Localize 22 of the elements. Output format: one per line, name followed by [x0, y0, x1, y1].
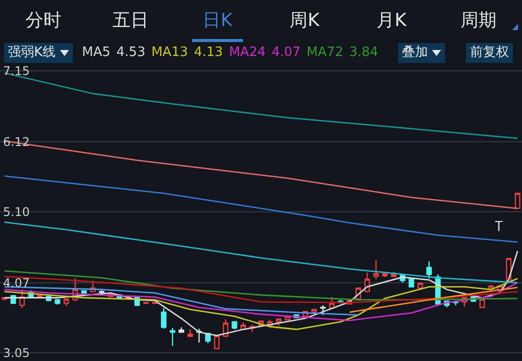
y-tick-label: 5.10	[3, 205, 30, 220]
text: 3.84	[349, 45, 378, 60]
text: 周K	[288, 9, 321, 33]
text: MA24	[228, 45, 266, 60]
text: 叠加	[402, 45, 428, 60]
text: MA13	[151, 45, 188, 60]
text: MA72	[306, 45, 344, 60]
y-tick-label: 7.15	[3, 64, 30, 78]
legend-label: MA5	[82, 45, 110, 60]
annotation: T	[495, 217, 503, 236]
y-tick-label: 4.07	[3, 276, 30, 290]
text: 周期	[460, 9, 498, 33]
text: 前复权	[470, 45, 509, 60]
text: 4.53	[116, 45, 146, 60]
text: 五日	[112, 9, 150, 33]
text: 4.07	[272, 45, 301, 60]
text: 分时	[24, 9, 62, 33]
text: 日K	[202, 9, 234, 33]
text: 4.13	[194, 45, 223, 60]
text: 月K	[376, 9, 408, 33]
text: 强弱K线	[8, 45, 56, 60]
y-tick-label: 3.05	[3, 346, 30, 360]
